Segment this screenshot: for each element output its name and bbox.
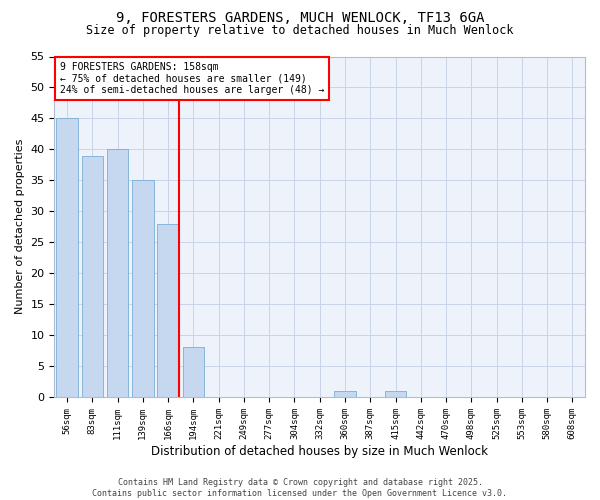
Text: Contains HM Land Registry data © Crown copyright and database right 2025.
Contai: Contains HM Land Registry data © Crown c… — [92, 478, 508, 498]
Bar — [132, 180, 154, 397]
Bar — [82, 156, 103, 397]
Text: 9, FORESTERS GARDENS, MUCH WENLOCK, TF13 6GA: 9, FORESTERS GARDENS, MUCH WENLOCK, TF13… — [116, 12, 484, 26]
Bar — [182, 348, 204, 397]
Bar — [107, 150, 128, 397]
Text: 9 FORESTERS GARDENS: 158sqm
← 75% of detached houses are smaller (149)
24% of se: 9 FORESTERS GARDENS: 158sqm ← 75% of det… — [60, 62, 324, 95]
Bar — [334, 391, 356, 397]
Bar — [385, 391, 406, 397]
Text: Size of property relative to detached houses in Much Wenlock: Size of property relative to detached ho… — [86, 24, 514, 37]
X-axis label: Distribution of detached houses by size in Much Wenlock: Distribution of detached houses by size … — [151, 444, 488, 458]
Bar — [157, 224, 179, 397]
Bar — [56, 118, 78, 397]
Y-axis label: Number of detached properties: Number of detached properties — [15, 139, 25, 314]
